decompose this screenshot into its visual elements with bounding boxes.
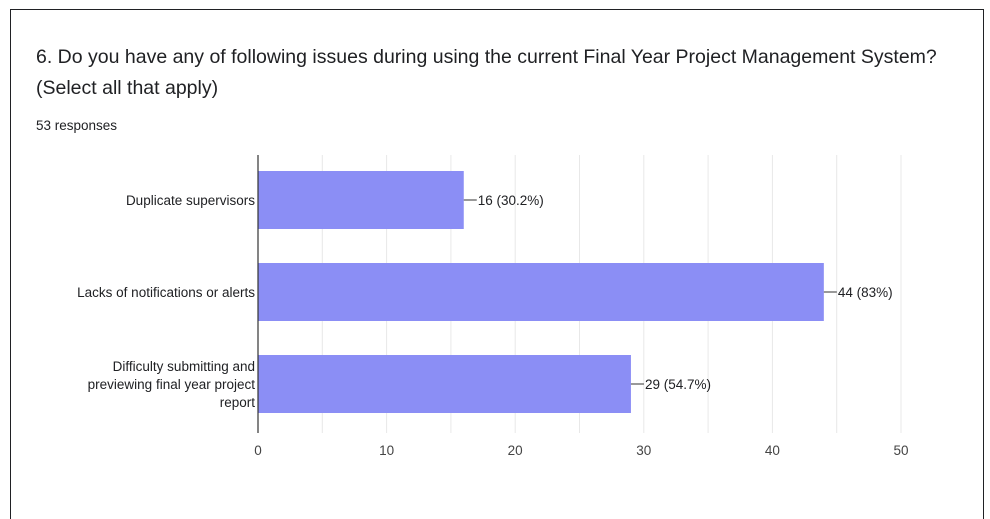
x-tick-label: 30 xyxy=(636,443,651,458)
bar xyxy=(258,171,464,229)
response-count: 53 responses xyxy=(36,118,118,133)
bar xyxy=(258,263,824,321)
data-label: 29 (54.7%) xyxy=(645,377,711,392)
question-title: 6. Do you have any of following issues d… xyxy=(36,46,937,99)
category-label: report xyxy=(220,395,256,410)
x-tick-label: 10 xyxy=(379,443,394,458)
category-label: Duplicate supervisors xyxy=(126,193,255,208)
data-label: 16 (30.2%) xyxy=(478,193,544,208)
x-tick-label: 20 xyxy=(508,443,523,458)
data-label: 44 (83%) xyxy=(838,285,893,300)
x-tick-label: 50 xyxy=(893,443,908,458)
x-tick-label: 0 xyxy=(254,443,262,458)
x-tick-label: 40 xyxy=(765,443,780,458)
category-label: Difficulty submitting and xyxy=(113,359,255,374)
category-label: previewing final year project xyxy=(88,377,256,392)
bar xyxy=(258,355,631,413)
category-label: Lacks of notifications or alerts xyxy=(77,285,255,300)
